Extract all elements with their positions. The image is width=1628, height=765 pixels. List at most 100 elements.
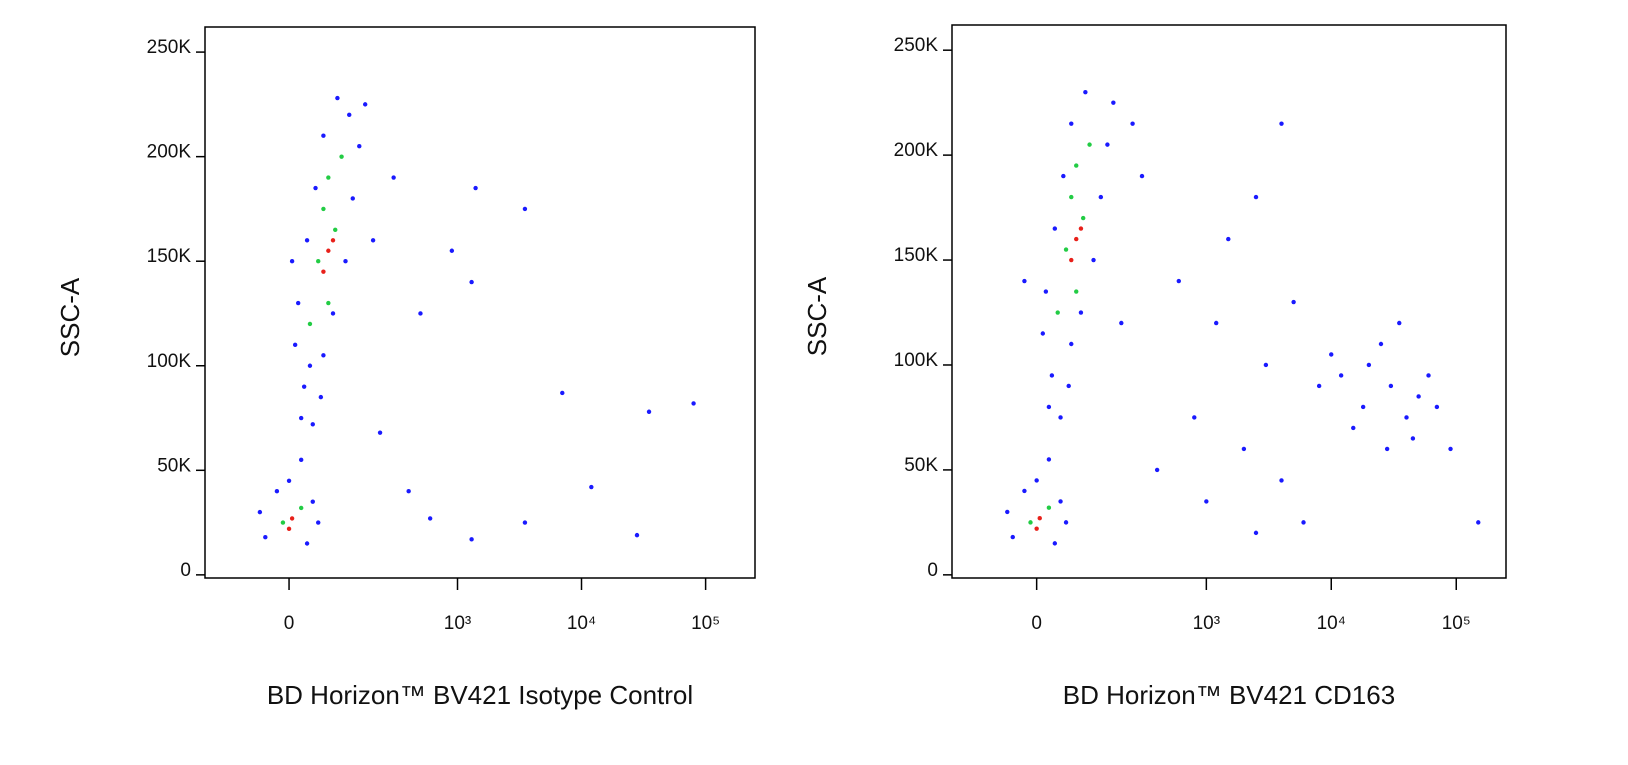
event-dot bbox=[449, 248, 455, 253]
event-dot bbox=[1083, 89, 1088, 95]
event-dot bbox=[634, 532, 640, 538]
event-dot bbox=[1351, 425, 1356, 431]
y-tick-label: 100K bbox=[894, 350, 939, 371]
event-dot bbox=[1063, 247, 1069, 252]
event-dot bbox=[326, 175, 331, 180]
y-tick-label: 200K bbox=[894, 140, 939, 161]
event-dot bbox=[357, 143, 362, 149]
event-dot bbox=[1434, 404, 1440, 410]
event-dot bbox=[1078, 226, 1084, 231]
event-dot bbox=[1074, 236, 1079, 242]
event-dot bbox=[286, 526, 292, 532]
event-dot bbox=[1080, 215, 1086, 221]
event-dot bbox=[1139, 173, 1145, 179]
event-dot bbox=[321, 353, 326, 358]
event-dot bbox=[522, 520, 528, 525]
event-dot bbox=[333, 227, 338, 233]
event-dot bbox=[560, 390, 565, 396]
event-dot bbox=[339, 154, 344, 159]
event-dot bbox=[316, 520, 321, 525]
event-dot bbox=[362, 102, 368, 107]
event-dot bbox=[377, 430, 383, 435]
event-dot bbox=[1192, 415, 1197, 420]
event-dot bbox=[1241, 446, 1247, 452]
y-tick-label: 50K bbox=[157, 455, 191, 476]
event-dot bbox=[1046, 457, 1052, 462]
plot-frame bbox=[204, 26, 756, 579]
event-dot bbox=[1397, 320, 1402, 326]
event-dot bbox=[1119, 320, 1124, 326]
event-dot bbox=[1416, 394, 1421, 399]
event-dot bbox=[350, 196, 355, 201]
event-dot bbox=[1043, 289, 1049, 294]
event-dot bbox=[321, 269, 326, 274]
x-tick-label: 10⁵ bbox=[1442, 613, 1471, 634]
event-dot bbox=[1329, 352, 1334, 357]
event-dot bbox=[1301, 520, 1306, 525]
event-dot bbox=[1074, 289, 1079, 294]
event-dot bbox=[1130, 121, 1135, 126]
event-dot bbox=[1046, 404, 1052, 410]
y-axis-title: SSC-A bbox=[802, 276, 832, 356]
event-dot bbox=[1069, 194, 1074, 200]
event-dot bbox=[1410, 436, 1416, 441]
event-dot bbox=[1058, 499, 1063, 504]
event-dot bbox=[1176, 278, 1181, 284]
event-dot bbox=[295, 300, 301, 306]
x-tick-label: 10⁴ bbox=[1317, 613, 1346, 634]
event-dot bbox=[1022, 278, 1027, 284]
event-dot bbox=[473, 185, 478, 191]
event-dot bbox=[1005, 509, 1010, 515]
event-dot bbox=[1253, 530, 1259, 536]
event-dot bbox=[1154, 467, 1160, 473]
event-dot bbox=[310, 499, 315, 504]
y-tick-label: 150K bbox=[147, 246, 192, 267]
event-dot bbox=[1091, 257, 1096, 263]
event-dot bbox=[1384, 446, 1390, 452]
event-dot bbox=[469, 279, 474, 285]
event-dot bbox=[1426, 373, 1431, 378]
event-dot bbox=[1105, 142, 1110, 147]
event-dot bbox=[1061, 173, 1066, 179]
y-tick-label: 100K bbox=[147, 351, 192, 372]
event-dot bbox=[318, 394, 324, 400]
y-axis-title: SSC-A bbox=[55, 277, 85, 357]
x-tick-label: 0 bbox=[1031, 613, 1042, 634]
event-dot bbox=[1404, 415, 1409, 420]
event-dot bbox=[1010, 534, 1015, 540]
event-dot bbox=[321, 206, 326, 212]
event-dot bbox=[1055, 310, 1060, 315]
event-dot bbox=[1263, 362, 1269, 368]
event-dot bbox=[1063, 520, 1069, 525]
x-tick-label: 10⁴ bbox=[567, 613, 596, 634]
event-dot bbox=[347, 112, 352, 118]
x-tick-label: 10³ bbox=[1193, 613, 1220, 634]
event-dot bbox=[1052, 541, 1058, 546]
event-dot bbox=[1058, 415, 1063, 420]
event-dot bbox=[646, 409, 652, 414]
y-tick-label: 50K bbox=[904, 455, 938, 476]
event-dot bbox=[1360, 404, 1366, 410]
event-dot bbox=[298, 457, 304, 463]
event-dot bbox=[427, 516, 433, 521]
event-dot bbox=[326, 248, 331, 253]
x-tick-label: 10⁵ bbox=[691, 613, 720, 634]
event-dot bbox=[335, 95, 340, 101]
event-dot bbox=[1069, 121, 1074, 126]
event-dot bbox=[1028, 520, 1033, 525]
event-dot bbox=[289, 259, 295, 264]
event-dot bbox=[1111, 100, 1116, 105]
event-dot bbox=[304, 238, 310, 243]
event-dot bbox=[280, 520, 286, 525]
event-dot bbox=[1253, 194, 1259, 200]
event-dot bbox=[1448, 446, 1453, 452]
event-dot bbox=[1066, 383, 1071, 389]
x-tick-label: 10³ bbox=[444, 613, 471, 634]
event-dot bbox=[326, 300, 331, 306]
y-tick-label: 150K bbox=[894, 245, 939, 266]
event-dot bbox=[1098, 194, 1104, 200]
event-dot bbox=[1476, 520, 1481, 525]
event-dot bbox=[307, 363, 313, 368]
y-tick-label: 200K bbox=[147, 142, 192, 163]
